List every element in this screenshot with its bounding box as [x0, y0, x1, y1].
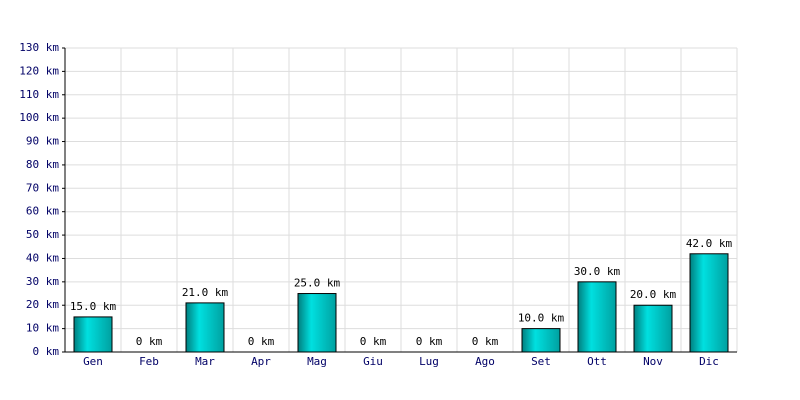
- value-label: 15.0 km: [70, 300, 117, 313]
- y-tick-label: 30 km: [26, 275, 59, 288]
- y-tick-label: 80 km: [26, 158, 59, 171]
- value-label: 0 km: [472, 335, 499, 348]
- y-tick-label: 70 km: [26, 181, 59, 194]
- bar: [73, 316, 113, 353]
- value-label: 20.0 km: [630, 288, 677, 301]
- x-tick-label: Feb: [139, 355, 159, 368]
- bar: [185, 302, 225, 353]
- x-tick-label: Set: [531, 355, 551, 368]
- value-label: 0 km: [136, 335, 163, 348]
- value-label: 0 km: [248, 335, 275, 348]
- y-tick-label: 40 km: [26, 251, 59, 264]
- y-tick-label: 90 km: [26, 135, 59, 148]
- x-tick-label: Ott: [587, 355, 607, 368]
- y-tick-label: 0 km: [33, 345, 60, 358]
- x-tick-label: Gen: [83, 355, 103, 368]
- y-tick-label: 10 km: [26, 322, 59, 335]
- bar: [689, 253, 729, 353]
- value-label: 30.0 km: [574, 265, 621, 278]
- x-tick-label: Giu: [363, 355, 383, 368]
- y-tick-label: 100 km: [19, 111, 59, 124]
- x-tick-label: Apr: [251, 355, 271, 368]
- y-tick-label: 110 km: [19, 88, 59, 101]
- y-tick-label: 130 km: [19, 41, 59, 54]
- value-label: 42.0 km: [686, 237, 733, 250]
- value-label: 0 km: [416, 335, 443, 348]
- x-tick-label: Lug: [419, 355, 439, 368]
- y-tick-label: 50 km: [26, 228, 59, 241]
- bar: [521, 328, 561, 353]
- x-tick-label: Ago: [475, 355, 495, 368]
- bar: [297, 293, 337, 353]
- value-label: 0 km: [360, 335, 387, 348]
- y-tick-label: 20 km: [26, 298, 59, 311]
- x-tick-label: Dic: [699, 355, 719, 368]
- x-tick-label: Nov: [643, 355, 663, 368]
- bar: [577, 281, 617, 353]
- value-label: 10.0 km: [518, 312, 565, 325]
- x-tick-label: Mag: [307, 355, 327, 368]
- x-tick-label: Mar: [195, 355, 215, 368]
- value-label: 21.0 km: [182, 286, 229, 299]
- y-tick-label: 60 km: [26, 205, 59, 218]
- value-label: 25.0 km: [294, 277, 341, 290]
- bar: [633, 304, 673, 353]
- y-tick-label: 120 km: [19, 64, 59, 77]
